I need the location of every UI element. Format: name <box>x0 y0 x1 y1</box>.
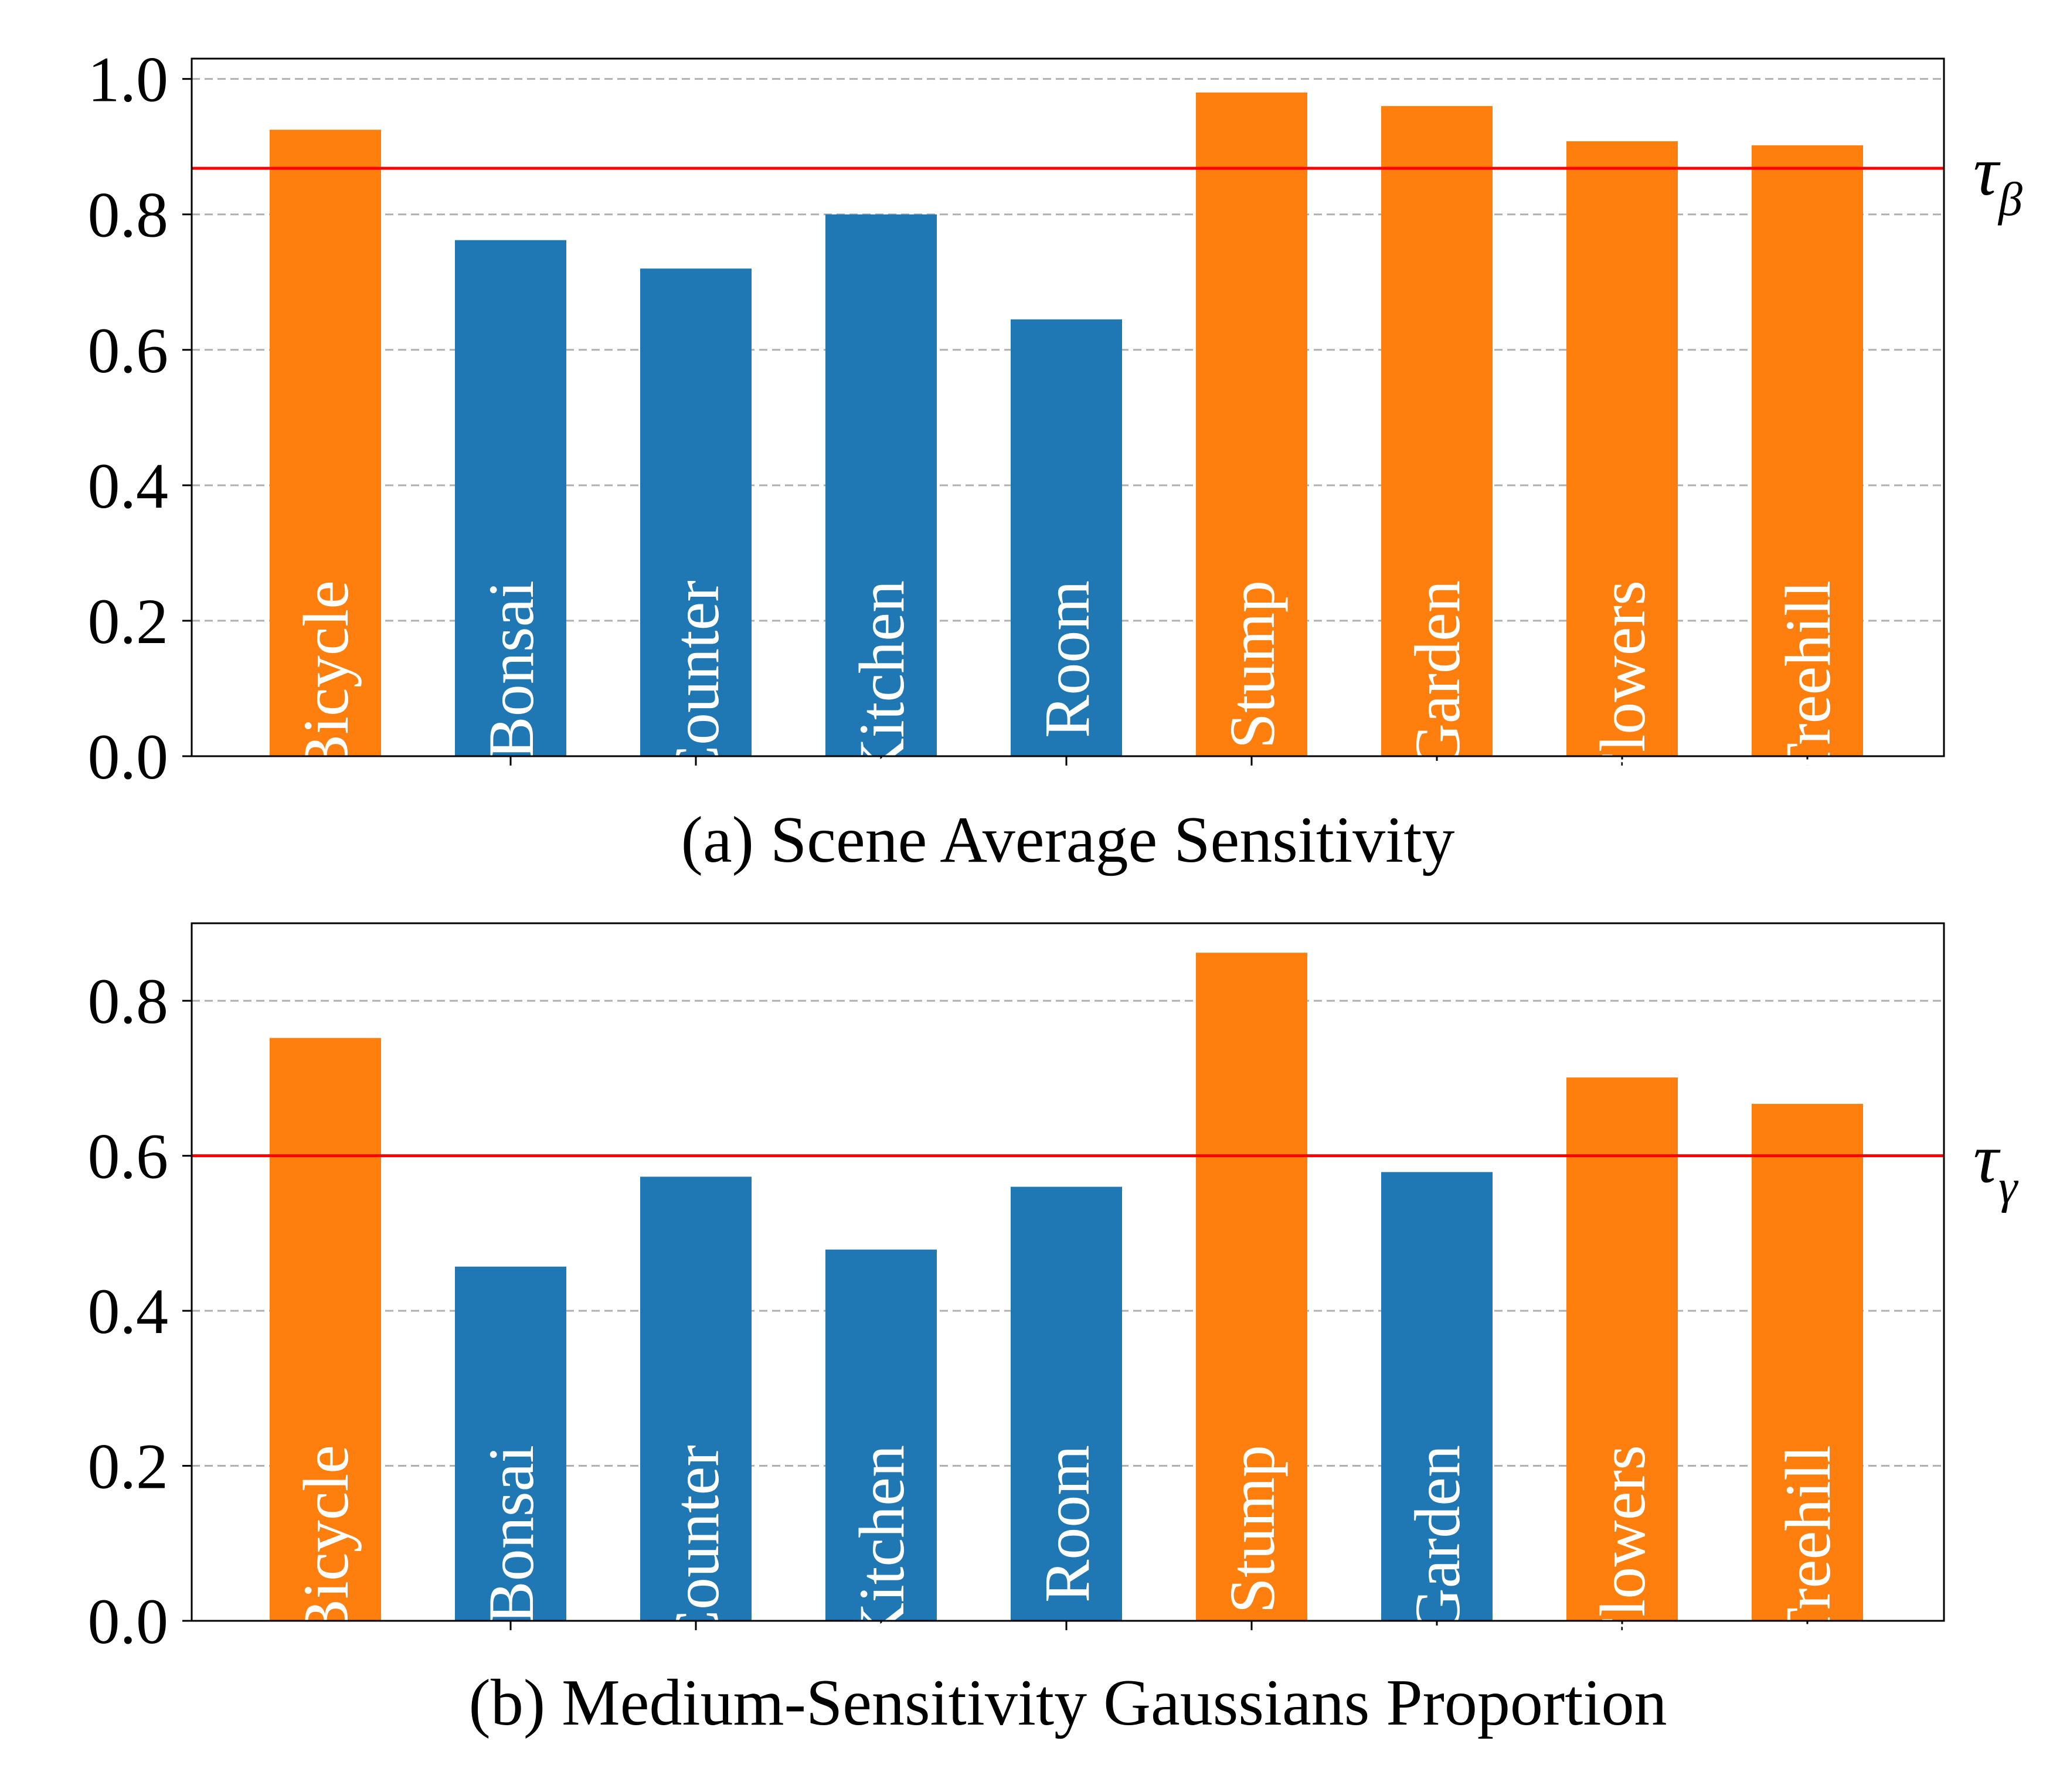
bar-label-kitchen: Kitchen <box>846 1445 917 1649</box>
bar-label-room: Room <box>1031 1445 1103 1603</box>
y-tick-label: 0.0 <box>88 721 169 793</box>
y-tick-label: 0.6 <box>88 1121 169 1192</box>
y-tick-label: 0.0 <box>88 1586 169 1657</box>
threshold-subscript: β <box>1997 172 2023 226</box>
bar-stump <box>1196 953 1307 1621</box>
bar-bicycle <box>270 130 381 757</box>
bar-treehill <box>1752 145 1863 756</box>
bar-label-bicycle: Bicycle <box>290 1445 362 1642</box>
y-tick-label: 0.8 <box>88 965 169 1037</box>
bar-stump <box>1196 92 1307 757</box>
bar-bonsai <box>455 1266 566 1621</box>
bar-garden <box>1381 106 1493 756</box>
bar-label-garden: Garden <box>1402 1445 1473 1635</box>
bar-label-flowers: Flowers <box>1587 580 1658 788</box>
y-tick-label: 0.4 <box>88 450 169 522</box>
y-tick-label: 0.6 <box>88 315 169 386</box>
bar-flowers <box>1566 1077 1678 1621</box>
bar-room <box>1011 319 1122 756</box>
threshold-symbol: τ <box>1973 1120 2001 1198</box>
axes-frame <box>191 57 1945 757</box>
bar-label-kitchen: Kitchen <box>846 580 917 784</box>
threshold-symbol: τ <box>1973 132 2001 210</box>
bar-label-stump: Stump <box>1216 580 1288 749</box>
bar-flowers <box>1566 141 1678 757</box>
bar-label-counter: Counter <box>661 1445 732 1652</box>
y-tick-label: 1.0 <box>88 44 169 115</box>
chart-caption: (b) Medium-Sensitivity Gaussians Proport… <box>469 1667 1667 1739</box>
bar-counter <box>640 268 752 756</box>
bar-kitchen <box>825 1249 937 1621</box>
bar-label-treehill: Treehill <box>1772 580 1844 782</box>
bar-counter <box>640 1176 752 1621</box>
bar-label-counter: Counter <box>661 580 732 788</box>
bar-label-treehill: Treehill <box>1772 1445 1844 1647</box>
y-tick-label: 0.8 <box>88 179 169 251</box>
bar-label-flowers: Flowers <box>1587 1445 1658 1652</box>
y-tick-label: 0.4 <box>88 1276 169 1347</box>
threshold-label: τγ <box>1973 1120 2019 1213</box>
bar-label-room: Room <box>1031 580 1103 738</box>
bar-label-bonsai: Bonsai <box>475 1445 547 1624</box>
y-tick-label: 0.2 <box>88 1431 169 1502</box>
bar-label-stump: Stump <box>1216 1445 1288 1613</box>
bar-kitchen <box>825 214 937 756</box>
chart-panel-b: Bicycle Bonsai Counter Kitchen Room Stump Gard… <box>88 922 2019 1739</box>
chart-panel-a: Bicycle Bonsai Counter Kitchen Room Stump Gard… <box>88 44 2023 876</box>
bar-treehill <box>1752 1104 1863 1621</box>
axes-frame <box>191 922 1945 1622</box>
bar-label-bicycle: Bicycle <box>290 580 362 777</box>
chart-caption: (a) Scene Average Sensitivity <box>681 804 1455 876</box>
bar-label-garden: Garden <box>1402 580 1473 770</box>
bar-label-bonsai: Bonsai <box>475 580 547 760</box>
bar-bicycle <box>270 1038 381 1621</box>
bar-room <box>1011 1186 1122 1621</box>
bar-garden <box>1381 1172 1493 1621</box>
bar-bonsai <box>455 240 566 756</box>
y-tick-label: 0.2 <box>88 586 169 657</box>
threshold-subscript: γ <box>1998 1160 2019 1213</box>
threshold-label: τβ <box>1973 132 2023 226</box>
